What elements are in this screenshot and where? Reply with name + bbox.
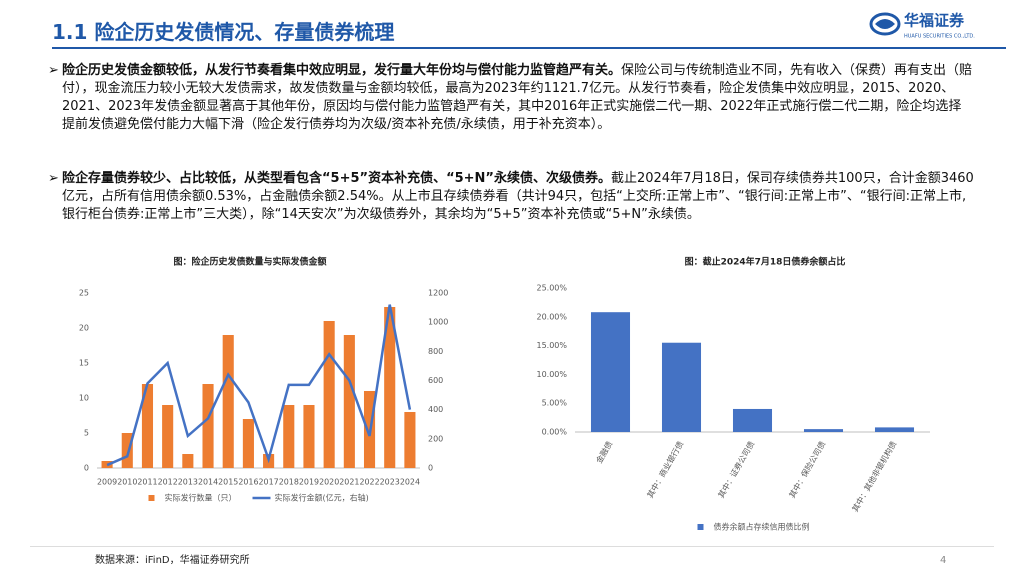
page-number: 4 xyxy=(940,555,947,566)
bar xyxy=(303,405,315,468)
x-tick-label: 2019 xyxy=(299,478,319,487)
x-tick-label: 2015 xyxy=(218,478,238,487)
legend-swatch xyxy=(148,495,155,501)
bar xyxy=(404,412,416,468)
bar xyxy=(590,312,631,432)
legend-label: 实际发行金额(亿元，右轴) xyxy=(275,493,369,503)
bar xyxy=(803,429,844,432)
chart-title: 图：截止2024年7月18日债券余额占比 xyxy=(685,256,846,268)
y-tick-label: 10.00% xyxy=(536,370,567,379)
slide-title: 1.1 险企历史发债情况、存量债券梳理 xyxy=(52,20,395,44)
x-tick-label: 其中：其他非银机构债 xyxy=(850,439,899,513)
x-tick-label: 其中：保险公司债 xyxy=(787,439,828,499)
chart-title: 图：险企历史发债数量与实际发债金额 xyxy=(173,256,326,268)
y-tick-label: 25.00% xyxy=(536,284,567,293)
bullet-bold: 险企历史发债金额较低，从发行节奏看集中效应明显，发行量大年份均与偿付能力监管趋严… xyxy=(62,63,622,78)
x-tick-label: 2023 xyxy=(380,478,400,487)
footer-rule xyxy=(30,546,994,547)
bullet-text: 截止2024年7月18日，保司存续债券共100只，合计金额3460亿元，占所有信… xyxy=(62,171,974,222)
y-tick-label: 15.00% xyxy=(536,341,567,350)
y-tick-label: 20.00% xyxy=(536,312,567,321)
bullet: ➢ 险企存量债券较少、占比较低，从类型看包含“5+5”资本补充债、“5+N”永续债… xyxy=(48,171,974,222)
x-tick-label: 2018 xyxy=(279,478,299,487)
x-tick-label: 2020 xyxy=(319,478,339,487)
y2-tick-label: 0 xyxy=(428,464,433,473)
y-tick-label: 20 xyxy=(79,324,89,333)
logo: 华福证券 HUAFU SECURITIES CO.,LTD. xyxy=(869,12,975,40)
logo-cn: 华福证券 xyxy=(904,12,965,30)
y-tick-label: 10 xyxy=(79,394,89,403)
bullet-bold: 险企存量债券较少、占比较低，从类型看包含“5+5”资本补充债、“5+N”永续债、… xyxy=(62,171,611,186)
x-tick-label: 2010 xyxy=(117,478,137,487)
bar xyxy=(384,307,396,468)
y-tick-label: 0 xyxy=(84,464,89,473)
legend-label: 实际发行数量（只） xyxy=(165,493,237,503)
bar xyxy=(202,384,214,468)
x-tick-label: 2014 xyxy=(198,478,218,487)
bar xyxy=(162,405,174,468)
x-tick-label: 2022 xyxy=(359,478,379,487)
bar xyxy=(121,433,133,468)
source: 数据来源：iFinD，华福证券研究所 xyxy=(95,555,250,566)
y-tick-label: 5.00% xyxy=(542,399,568,408)
bar xyxy=(182,454,194,468)
x-tick-label: 2021 xyxy=(339,478,359,487)
y2-tick-label: 1200 xyxy=(428,289,448,298)
x-tick-label: 2011 xyxy=(137,478,157,487)
x-tick-label: 2016 xyxy=(238,478,258,487)
title-rule xyxy=(52,47,1006,49)
x-tick-label: 2009 xyxy=(97,478,117,487)
bullet: ➢ 险企历史发债金额较低，从发行节奏看集中效应明显，发行量大年份均与偿付能力监管趋… xyxy=(48,63,973,132)
bar xyxy=(222,335,234,468)
bar xyxy=(874,427,915,432)
y-tick-label: 5 xyxy=(84,429,89,438)
y-tick-label: 25 xyxy=(79,289,89,298)
y-tick-label: 15 xyxy=(79,359,89,368)
bar xyxy=(283,405,295,468)
line xyxy=(106,304,412,467)
y2-tick-label: 200 xyxy=(428,434,443,443)
bar xyxy=(661,342,702,432)
bar xyxy=(141,384,154,468)
legend-label: 债券余额占存续信用债比例 xyxy=(714,522,810,532)
y2-tick-label: 1000 xyxy=(428,318,448,327)
bar xyxy=(242,419,254,468)
legend-swatch xyxy=(697,524,704,530)
y2-tick-label: 800 xyxy=(428,347,443,356)
x-tick-label: 2024 xyxy=(400,478,420,487)
bar xyxy=(343,335,355,468)
y2-tick-label: 400 xyxy=(428,405,443,414)
x-tick-label: 2012 xyxy=(158,478,178,487)
bar xyxy=(323,321,335,468)
logo-en: HUAFU SECURITIES CO.,LTD. xyxy=(904,34,975,40)
bullet-text: 保险公司与传统制造业不同，先有收入（保费）再有支出（赔付），现金流压力较小无较大… xyxy=(62,63,973,132)
x-tick-label: 2017 xyxy=(259,478,279,487)
y2-tick-label: 600 xyxy=(428,376,443,385)
x-tick-label: 金融债 xyxy=(594,439,615,465)
bar xyxy=(732,408,773,432)
x-tick-label: 其中：证券公司债 xyxy=(716,439,757,499)
y-tick-label: 0.00% xyxy=(542,428,568,437)
x-tick-label: 2013 xyxy=(178,478,198,487)
x-tick-label: 其中：商业银行债 xyxy=(645,439,686,499)
